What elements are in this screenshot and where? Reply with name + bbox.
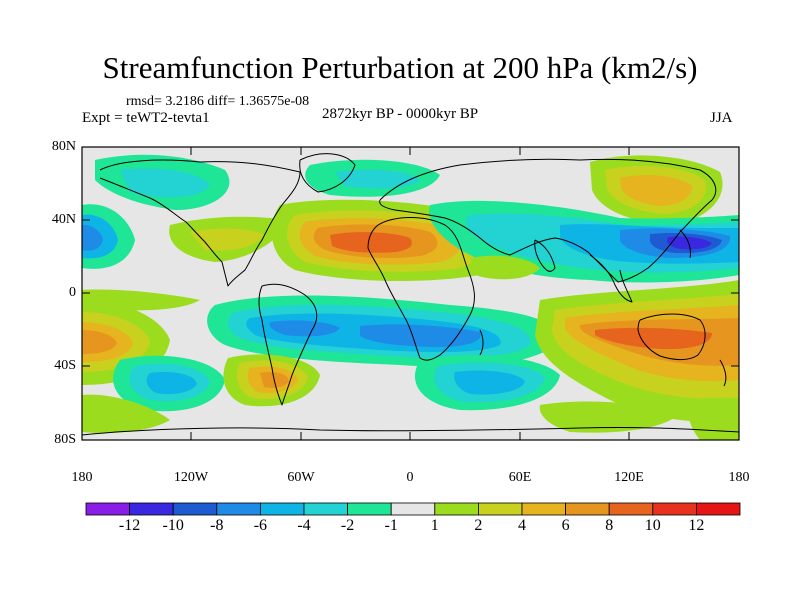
colorbar-label: 12: [688, 517, 705, 534]
contour-pos-arabia: [470, 255, 540, 280]
lon-ticks: [81, 147, 630, 440]
coastline-se-asia: [589, 254, 633, 303]
colorbar-swatch: [608, 502, 654, 516]
lon-label-60w: 60W: [287, 470, 315, 485]
colorbar-label: 10: [644, 517, 661, 534]
coastline-japan: [679, 229, 691, 259]
colorbar-label: 1: [430, 517, 439, 534]
contour-pos-n-america-inner: [190, 228, 265, 251]
contour-pos-n-pacific-3: [620, 175, 692, 206]
period-label: 2872kyr BP - 0000kyr BP: [322, 106, 479, 122]
coastline-greenland: [299, 153, 356, 193]
colorbar-label: 8: [605, 517, 614, 534]
lat-label-0: 0: [69, 285, 76, 300]
coastline-south-america: [258, 283, 318, 406]
contour-pos-south-west: [82, 394, 170, 434]
lon-label-180w: 180: [71, 470, 93, 485]
coastline-africa: [367, 217, 475, 361]
lon-label-120e: 120E: [614, 470, 644, 485]
map-title: Streamfunction Perturbation at 200 hPa (…: [102, 50, 698, 85]
colorbar-label: -1: [384, 517, 398, 534]
contour-pos-s-indian-core: [595, 327, 712, 350]
contour-neg-s-indian-core: [454, 370, 525, 395]
lat-label-80s: 80S: [54, 432, 76, 447]
colorbar-label: -12: [118, 517, 141, 534]
colorbar-label: 2: [474, 517, 483, 534]
colorbar-swatch: [390, 502, 436, 516]
season-label: JJA: [710, 110, 733, 126]
colorbar-swatch: [172, 502, 218, 516]
lon-label-120w: 120W: [173, 470, 209, 485]
colorbar-swatch: [347, 502, 392, 516]
coastline-india: [534, 239, 556, 272]
colorbar-label: -4: [297, 517, 311, 534]
colorbar-label: -2: [340, 517, 355, 534]
coastline-australia: [637, 313, 706, 361]
coastline-antarctica: [82, 426, 739, 436]
contour-pos-south-east: [539, 401, 680, 433]
colorbar-label: 4: [518, 517, 526, 534]
colorbar-label: -10: [162, 517, 184, 534]
map-panel: [82, 147, 739, 440]
colorbar-swatch: [303, 502, 348, 516]
coastline-madagascar: [479, 329, 484, 356]
experiment-label: Expt = teWT2-tevta1: [82, 110, 210, 126]
stats-text: rmsd= 3.2186 diff= 1.36575e-08: [126, 94, 310, 109]
lon-label-60e: 60E: [508, 470, 532, 485]
contour-pos-n-africa-core: [330, 232, 412, 253]
colorbar-swatch: [521, 502, 566, 516]
colorbar-swatch: [129, 502, 174, 516]
colorbar-swatch: [477, 502, 523, 516]
coastline-eurasia: [379, 158, 717, 283]
contour-neg-west-core: [82, 224, 103, 251]
colorbar-swatch: [696, 502, 741, 516]
lon-label-180e: 180: [728, 470, 750, 485]
contour-neg-n-europe-inner: [335, 169, 420, 189]
colorbar-label: -8: [210, 517, 224, 534]
colorbar-swatch: [434, 502, 479, 516]
contour-neg-s-atlantic-4: [360, 324, 481, 348]
contour-neg-n-atlantic-inner: [120, 168, 210, 198]
contour-pos-south-east-far: [688, 397, 739, 440]
coastline-north-america: [99, 159, 301, 287]
lat-label-40n: 40N: [51, 212, 76, 227]
contour-neg-asia-core: [667, 236, 712, 250]
contour-neg-s-atlantic-5: [269, 320, 340, 337]
colorbar-swatch: [652, 502, 697, 516]
contour-neg-s-pacific-core: [146, 372, 197, 395]
colorbar-swatch: [565, 502, 610, 516]
colorbar-label: 6: [561, 517, 570, 534]
colorbar-swatch: [216, 502, 261, 516]
coastlines: [82, 153, 739, 436]
colorbar-swatch: [85, 502, 130, 516]
lon-label-0: 0: [406, 470, 414, 485]
contour-pos-s-pacific-west-core: [82, 330, 117, 354]
lat-label-80n: 80N: [51, 139, 76, 154]
lat-label-40s: 40S: [54, 358, 76, 373]
colorbar-swatch: [259, 502, 305, 516]
coastline-new-zealand: [719, 359, 727, 387]
lat-ticks: [82, 146, 739, 441]
colorbar-label: -6: [253, 517, 268, 534]
colorbar: [85, 502, 741, 516]
